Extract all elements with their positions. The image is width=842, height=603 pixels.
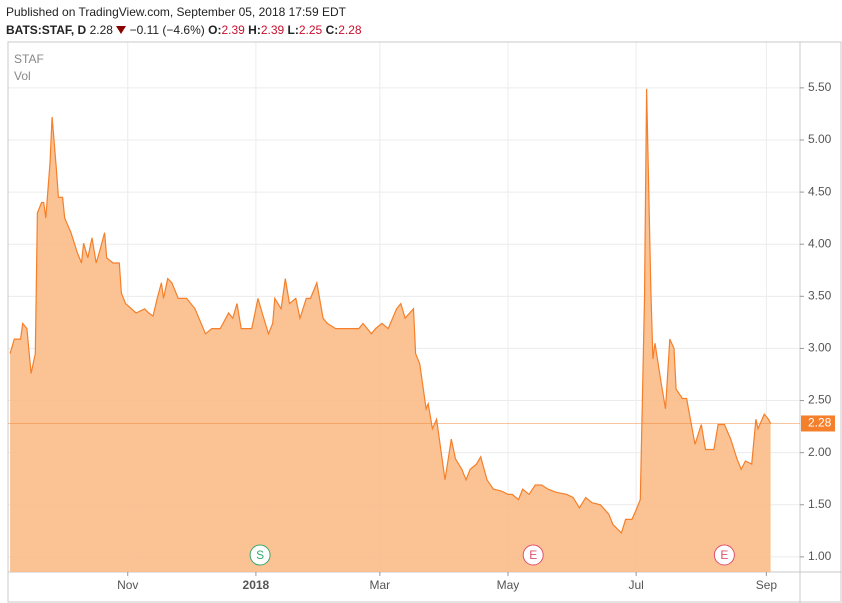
event-label: E xyxy=(720,548,728,562)
area xyxy=(10,88,771,573)
change: −0.11 (−4.6%) xyxy=(129,23,205,37)
x-tick-label: Sep xyxy=(756,578,778,592)
y-tick-label: 3.00 xyxy=(808,341,832,355)
y-tick-label: 1.50 xyxy=(808,497,832,511)
x-tick-label: 2018 xyxy=(243,578,270,592)
open-label: O: xyxy=(208,23,222,37)
y-tick-label: 4.50 xyxy=(808,184,832,198)
series-label: STAF xyxy=(14,52,44,66)
x-tick-label: Nov xyxy=(117,578,138,592)
y-tick-label: 3.50 xyxy=(808,288,832,302)
y-tick-label: 5.50 xyxy=(808,80,832,94)
y-tick-label: 2.00 xyxy=(808,445,832,459)
volume-label: Vol xyxy=(14,69,31,83)
high: 2.39 xyxy=(260,23,285,37)
x-tick-label: Mar xyxy=(370,578,391,592)
event-label: S xyxy=(256,548,264,562)
last-price-label: 2.28 xyxy=(808,416,832,430)
last: 2.28 xyxy=(89,23,113,37)
symbol: BATS:STAF, D xyxy=(6,23,87,37)
published: Published on TradingView.com, September … xyxy=(6,5,346,19)
x-tick-label: Jul xyxy=(628,578,643,592)
last-price-box xyxy=(801,415,835,432)
high-label: H: xyxy=(248,23,261,37)
event-marker xyxy=(249,544,271,566)
y-tick-label: 5.00 xyxy=(808,132,832,146)
y-tick-label: 2.50 xyxy=(808,393,832,407)
frame xyxy=(7,41,842,603)
line xyxy=(9,88,772,535)
header: Published on TradingView.com, September … xyxy=(6,3,362,39)
event-label: E xyxy=(529,548,537,562)
close-label: C: xyxy=(325,23,339,37)
event-marker xyxy=(713,544,735,566)
quote-line: BATS:STAF, D 2.28 −0.11 (−4.6%) O:2.39 H… xyxy=(6,21,362,39)
y-tick-label: 1.00 xyxy=(808,549,832,563)
down-arrow xyxy=(116,26,127,34)
x-tick-label: May xyxy=(497,578,520,592)
event-marker xyxy=(522,544,544,566)
low: 2.25 xyxy=(298,23,323,37)
y-tick-label: 4.00 xyxy=(808,236,832,250)
low-label: L: xyxy=(287,23,299,37)
open: 2.39 xyxy=(221,23,245,37)
close: 2.28 xyxy=(338,23,362,37)
